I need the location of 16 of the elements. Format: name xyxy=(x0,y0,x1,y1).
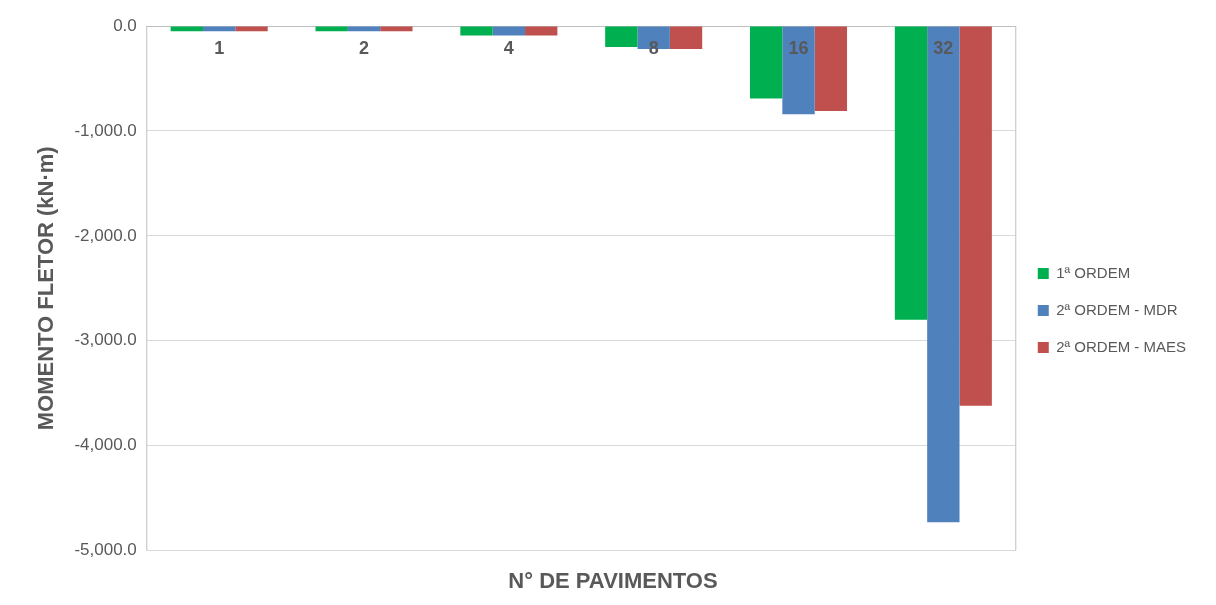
x-tick-label: 2 xyxy=(359,37,370,58)
y-tick-label: -1,000.0 xyxy=(74,120,137,140)
legend-label: 2ª ORDEM - MDR xyxy=(1056,300,1178,318)
x-axis-title: N° DE PAVIMENTOS xyxy=(508,567,718,593)
x-tick-label: 32 xyxy=(933,37,954,58)
legend-label: 2ª ORDEM - MAES xyxy=(1056,337,1186,355)
y-tick-label: -4,000.0 xyxy=(74,435,137,455)
y-tick-label: -5,000.0 xyxy=(74,540,137,560)
y-tick-label: 0.0 xyxy=(113,15,137,35)
x-tick-label: 4 xyxy=(503,37,514,58)
legend-label: 1ª ORDEM xyxy=(1056,263,1131,281)
y-tick-label: -3,000.0 xyxy=(74,330,137,350)
x-tick-label: 1 xyxy=(214,37,225,58)
y-axis-title: MOMENTO FLETOR (kN·m) xyxy=(33,146,59,431)
x-tick-label: 16 xyxy=(788,37,809,58)
y-tick-label: -2,000.0 xyxy=(74,225,137,245)
